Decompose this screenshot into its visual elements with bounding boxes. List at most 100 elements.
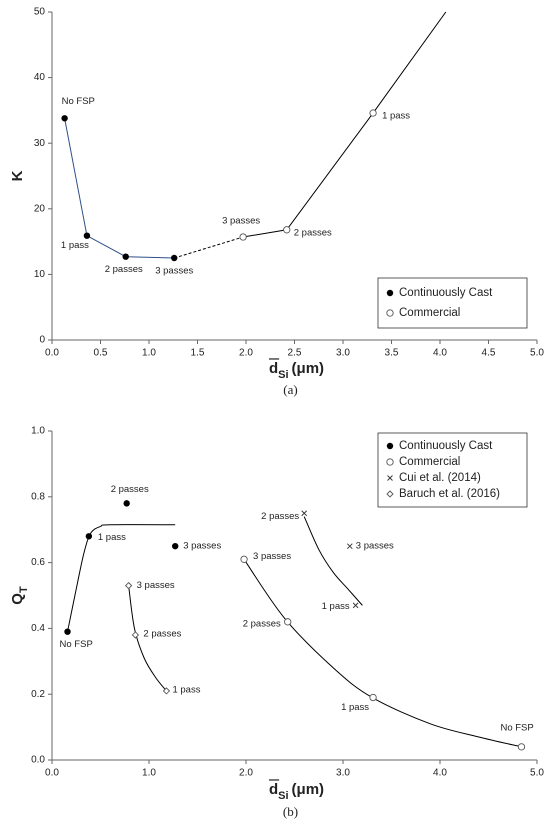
x-tick-label: 2.5 xyxy=(288,348,302,359)
marker xyxy=(352,602,359,609)
point-label: 3 passes xyxy=(356,541,394,552)
y-tick-label: 40 xyxy=(34,72,46,83)
marker xyxy=(239,233,247,241)
point-label: 3 passes xyxy=(137,580,175,591)
legend-marker xyxy=(386,309,394,317)
x-tick-label: 3.0 xyxy=(336,768,350,779)
marker xyxy=(61,115,68,122)
y-tick-label: 0 xyxy=(39,335,45,346)
caption: (b) xyxy=(283,804,298,819)
point-label: 1 pass xyxy=(172,684,200,695)
point-label: 2 passes xyxy=(294,227,332,238)
legend-label: Baruch et al. (2016) xyxy=(399,488,500,500)
point-label: 2 passes xyxy=(261,511,299,522)
x-tick-label: 3.0 xyxy=(336,348,350,359)
marker xyxy=(171,254,178,262)
x-tick-label: 1.0 xyxy=(142,348,156,359)
y-tick-label: 0.4 xyxy=(31,623,45,634)
point-label: 1 pass xyxy=(382,111,410,122)
x-tick-label: 0.0 xyxy=(45,768,59,779)
marker xyxy=(122,253,129,260)
x-tick-label: 5.0 xyxy=(530,768,544,779)
marker xyxy=(369,109,377,117)
x-tick-label: 0.5 xyxy=(94,348,108,359)
axis-label-symbol: d xyxy=(269,781,278,798)
y-tick-label: 0.2 xyxy=(31,689,45,700)
point-label: 1 pass xyxy=(98,532,126,543)
trend-line xyxy=(243,559,522,748)
y-tick-label: 0.6 xyxy=(31,557,45,568)
axis-label-unit: (μm) xyxy=(292,781,325,798)
marker xyxy=(346,543,353,549)
x-tick-label: 4.0 xyxy=(433,768,447,779)
axis-label: dSi (μm) xyxy=(269,360,324,381)
point-label: 3 passes xyxy=(183,541,221,552)
marker xyxy=(301,510,308,517)
y-tick-label: 10 xyxy=(34,269,46,280)
point-label: 2 passes xyxy=(111,484,149,495)
point-label: 2 passes xyxy=(143,628,181,639)
marker xyxy=(283,226,291,234)
point-label: No FSP xyxy=(62,96,95,107)
point-label: 2 passes xyxy=(105,264,143,275)
legend-label: Commercial xyxy=(399,307,460,319)
legend-marker xyxy=(387,475,393,481)
y-tick-label: 30 xyxy=(34,138,46,149)
legend-marker xyxy=(386,490,394,498)
marker xyxy=(85,533,93,540)
axis-label-subscript: Si xyxy=(278,790,288,802)
legend-marker xyxy=(386,289,394,297)
axis-label-subscript: Si xyxy=(278,369,288,381)
marker xyxy=(284,618,292,626)
point-label: 3 passes xyxy=(155,266,193,277)
y-tick-label: 50 xyxy=(34,7,46,18)
marker xyxy=(162,687,171,695)
legend-label: Continuously Cast xyxy=(399,287,493,299)
point-label: 3 passes xyxy=(222,216,260,227)
legend-label: Continuously Cast xyxy=(399,440,493,452)
x-tick-label: 5.0 xyxy=(530,348,544,359)
x-tick-label: 1.5 xyxy=(191,348,205,359)
marker xyxy=(171,542,179,550)
x-tick-label: 0.0 xyxy=(45,348,59,359)
legend-marker xyxy=(386,442,394,450)
point-label: No FSP xyxy=(60,639,93,650)
x-tick-label: 3.5 xyxy=(385,348,399,359)
legend-box xyxy=(377,432,528,508)
marker xyxy=(123,500,130,507)
trend-line xyxy=(67,524,176,632)
y-tick-label: 0.0 xyxy=(31,755,45,766)
marker xyxy=(517,743,526,751)
x-tick-label: 4.5 xyxy=(482,348,496,359)
y-tick-label: 1.0 xyxy=(31,426,45,437)
point-label: 1 pass xyxy=(341,702,369,713)
trend-line xyxy=(243,11,447,238)
axis-label: QT xyxy=(9,586,30,605)
legend-marker xyxy=(386,458,394,466)
axis-label-unit: (μm) xyxy=(292,360,325,377)
x-tick-label: 1.0 xyxy=(142,768,156,779)
marker xyxy=(240,555,248,563)
point-label: No FSP xyxy=(500,722,533,733)
y-tick-label: 20 xyxy=(34,203,46,214)
point-label: 1 pass xyxy=(322,601,350,612)
axis-label: K xyxy=(9,170,26,181)
x-tick-label: 2.0 xyxy=(239,768,253,779)
chart: 0.0 1.0 2.0 3.0 4.0 5.0 0.0 0.2 0.4 0.6 0.8 1.0 dSi (… xyxy=(9,426,544,819)
axis-label-subscript: T xyxy=(18,586,30,593)
marker xyxy=(64,628,71,635)
trend-line xyxy=(174,236,244,259)
legend-label: Commercial xyxy=(399,456,460,468)
chart: 0.0 0.5 1.0 1.5 2.0 2.5 3.0 3.5 4.0 4.5 5.0 0 10 20 30… xyxy=(9,7,544,397)
point-label: 2 passes xyxy=(243,618,281,629)
marker xyxy=(83,232,91,239)
point-label: 3 passes xyxy=(253,551,291,562)
point-label: 1 pass xyxy=(61,240,89,251)
trend-line xyxy=(303,516,363,606)
y-tick-label: 0.8 xyxy=(31,491,45,502)
axis-label: dSi (μm) xyxy=(269,781,324,802)
marker xyxy=(131,631,140,639)
trend-line xyxy=(128,585,167,692)
legend-label: Cui et al. (2014) xyxy=(399,472,481,484)
